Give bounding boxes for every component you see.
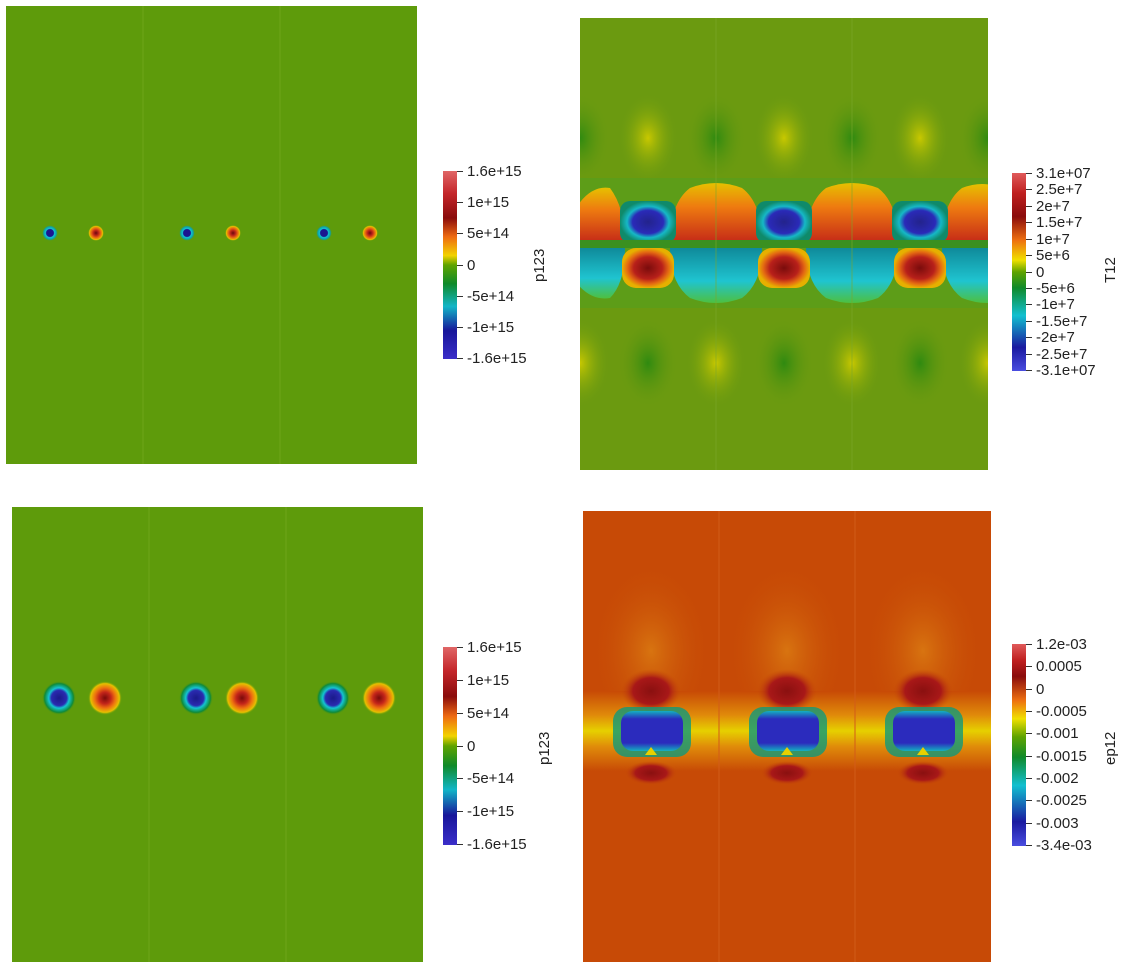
colorbar-title-top-right: T12	[1102, 257, 1119, 283]
colorbar-tick-label: 1.2e-03	[1036, 636, 1087, 653]
colorbar-tick	[457, 778, 463, 780]
colorbar-tick-label: -1e+15	[467, 318, 515, 336]
colorbar-tick-label: -0.001	[1036, 725, 1079, 743]
defect-pair	[316, 681, 396, 715]
colorbar-tick	[1026, 370, 1032, 371]
colorbar-tick-label: 5e+6	[1036, 247, 1070, 265]
colorbar-tick-label: -5e+14	[467, 287, 515, 305]
colorbar-tick	[1026, 189, 1032, 191]
field-plot-T12	[580, 18, 988, 470]
colorbar-tick	[1026, 711, 1032, 712]
colorbar-tick-label: -1.6e+15	[467, 350, 527, 367]
colorbar-tick	[1026, 845, 1032, 846]
colorbar-tick	[1026, 822, 1032, 824]
colorbar-tick-label: 1.6e+15	[467, 163, 522, 180]
colorbar-tick	[1026, 337, 1032, 339]
colorbar-tick-label: -1e+15	[467, 803, 515, 821]
colorbar-tick-label: -3.4e-03	[1036, 837, 1092, 854]
colorbar-tick	[457, 295, 463, 297]
colorbar-tick-label: 1.5e+7	[1036, 214, 1083, 232]
colorbar-tick	[457, 326, 463, 328]
colorbar-tick-label: 1e+7	[1036, 230, 1070, 248]
colorbar-tick-label: -0.0015	[1036, 747, 1087, 765]
colorbar-tick-label: -0.0005	[1036, 703, 1087, 720]
defect-pair	[42, 681, 122, 715]
colorbar-tick-label: -2e+7	[1036, 329, 1075, 347]
colorbar-tick	[1026, 353, 1032, 355]
colorbar-tick-label: 1e+15	[467, 194, 510, 212]
colorbar-tick-label: 1.6e+15	[467, 639, 522, 656]
colorbar-tick	[1026, 688, 1032, 690]
colorbar-tick-label: 0	[1036, 263, 1045, 281]
colorbar-tick-label: 3.1e+07	[1036, 165, 1091, 182]
colorbar-tick-label: -1e+7	[1036, 296, 1075, 314]
colorbar-tick-label: -0.003	[1036, 814, 1079, 832]
field-plot-ep12	[583, 511, 991, 962]
colorbar-tick	[457, 264, 463, 266]
colorbar-tick-label: 1e+15	[467, 671, 510, 689]
colorbar-tick	[457, 233, 463, 235]
colorbar-tick	[1026, 778, 1032, 779]
colorbar-tick-label: 2.5e+7	[1036, 181, 1083, 199]
colorbar-tick	[1026, 287, 1032, 289]
colorbar-tick-label: 2e+7	[1036, 197, 1070, 215]
colorbar-tick	[457, 844, 463, 845]
colorbar-tick-label: -0.0025	[1036, 792, 1087, 810]
colorbar-tick	[457, 811, 463, 813]
colorbar-tick	[1026, 755, 1032, 757]
colorbar-tick	[1026, 255, 1032, 257]
colorbar-p123-top: 1.6e+15 1e+15 5e+14 0 -5e+14 -1e+15 -1.6e+15	[443, 164, 543, 366]
colorbar-tick	[1026, 271, 1032, 273]
colorbar-title-bottom-left: p123	[536, 731, 553, 765]
colorbar-tick	[457, 745, 463, 747]
colorbar-tick	[457, 679, 463, 681]
colorbar-tick-label: -0.002	[1036, 770, 1079, 787]
colorbar-ep12: 1.2e-03 0.0005 0 -0.0005 -0.001 -0.0015 -0.002…	[1012, 637, 1112, 853]
colorbar-tick	[1026, 800, 1032, 802]
colorbar-tick	[1026, 666, 1032, 668]
colorbar-title-bottom-right: ep12	[1102, 731, 1119, 765]
colorbar-tick	[1026, 320, 1032, 322]
defect-pair	[179, 681, 259, 715]
colorbar-tick-label: -3.1e+07	[1036, 362, 1096, 379]
colorbar-tick	[457, 171, 463, 172]
colorbar-tick	[1026, 205, 1032, 207]
colorbar-tick	[457, 358, 463, 359]
colorbar-tick	[1026, 222, 1032, 224]
colorbar-tick-label: 0	[1036, 680, 1045, 698]
colorbar-tick-label: 5e+14	[467, 704, 510, 722]
field-plot-p123-bottom	[12, 507, 423, 962]
colorbar-tick	[1026, 733, 1032, 735]
colorbar-tick-label: -1.5e+7	[1036, 312, 1088, 330]
colorbar-tick	[457, 202, 463, 204]
colorbar-T12: 3.1e+07 2.5e+7 2e+7 1.5e+7 1e+7 5e+6 0 -5e+6 -1e…	[1012, 166, 1112, 378]
colorbar-tick	[1026, 238, 1032, 240]
colorbar-tick-label: 5e+14	[467, 225, 510, 243]
field-plot-p123-top	[6, 6, 417, 464]
colorbar-tick-label: -1.6e+15	[467, 836, 527, 853]
colorbar-tick	[1026, 304, 1032, 306]
colorbar-tick	[457, 712, 463, 714]
colorbar-tick-label: 0	[467, 737, 476, 755]
colorbar-tick	[457, 647, 463, 648]
colorbar-title-top-left: p123	[531, 248, 548, 282]
colorbar-p123-bottom: 1.6e+15 1e+15 5e+14 0 -5e+14 -1e+15 -1.6e+15	[443, 640, 543, 852]
colorbar-tick-label: -2.5e+7	[1036, 345, 1088, 363]
colorbar-tick-label: -5e+14	[467, 770, 515, 788]
colorbar-tick	[1026, 173, 1032, 174]
colorbar-tick-label: 0	[467, 256, 476, 274]
colorbar-tick	[1026, 644, 1032, 645]
colorbar-tick-label: -5e+6	[1036, 279, 1075, 297]
colorbar-tick-label: 0.0005	[1036, 658, 1082, 676]
